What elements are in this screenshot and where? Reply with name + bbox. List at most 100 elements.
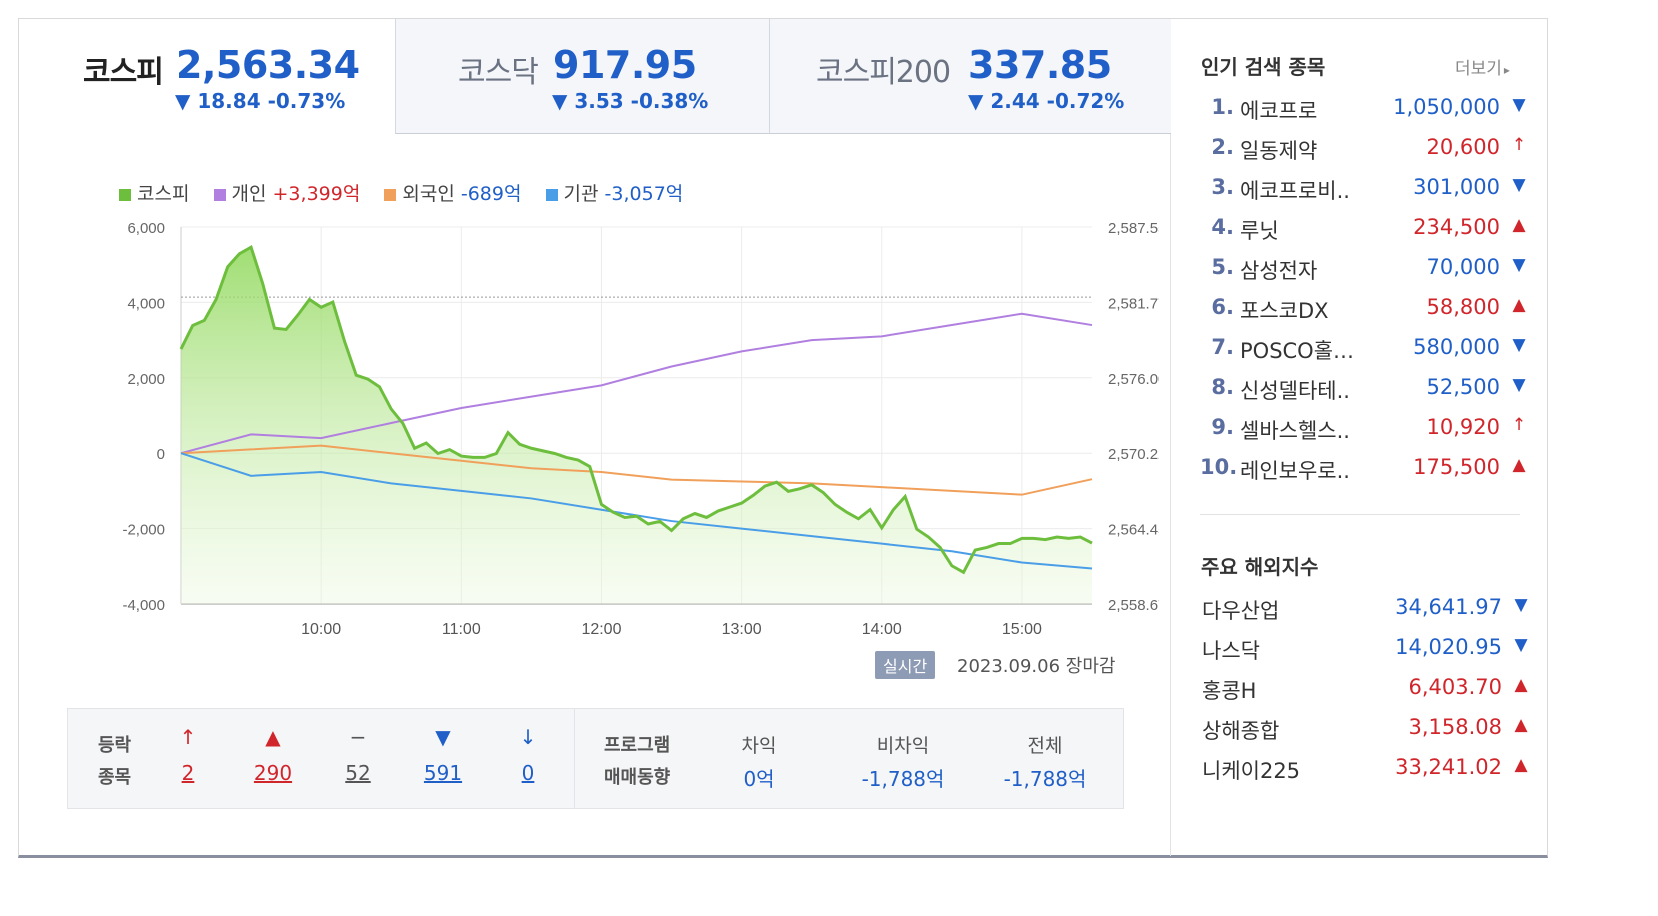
legend-foreign-swatch	[384, 188, 397, 201]
advance-decline-icon: ↑	[179, 725, 197, 749]
popular-price: 580,000	[1413, 335, 1500, 359]
overseas-title: 주요 해외지수	[1201, 555, 1319, 579]
arrow-down-icon: ▼	[1512, 375, 1526, 395]
tab-kosdaq[interactable]: 코스닥 917.95 ▼ 3.53 -0.38%	[395, 19, 769, 134]
intraday-chart: 6,000 2,587.55 4,000 2,581.77 2,000 2,576.00 0…	[122, 220, 1159, 638]
legend-individual: 개인 +3,399억	[213, 183, 360, 205]
legend-kospi-label: 코스피	[137, 183, 190, 205]
popular-item[interactable]: 1. 에코프로 1,050,000 ▼	[1200, 95, 1530, 135]
popular-item[interactable]: 3. 에코프로비.. 301,000 ▼	[1200, 175, 1530, 215]
overseas-item[interactable]: 니케이225 33,241.02 ▲	[1202, 755, 1532, 795]
popular-rank: 4.	[1211, 215, 1234, 239]
legend-institution-value: -3,057억	[604, 183, 684, 205]
x-tick-label: 15:00	[1002, 621, 1042, 638]
foreign-line	[180, 444, 1093, 496]
tab-kospi[interactable]: 코스피 2,563.34 ▼ 18.84 -0.73%	[19, 19, 395, 134]
popular-name: 셀바스헬스..	[1240, 419, 1350, 443]
y-left-tick-label: -4,000	[122, 597, 165, 614]
stats-divider	[574, 709, 575, 808]
advance-decline-count[interactable]: 290	[253, 761, 293, 785]
side-panel: 인기 검색 종목 더보기 ▸ 1. 에코프로 1,050,000 ▼ 2. 일동제약 20,6…	[1172, 19, 1548, 856]
y-left-tick-label: 6,000	[127, 220, 165, 237]
advance-decline-icon: ↓	[519, 725, 537, 749]
y-left-tick-label: -2,000	[122, 522, 165, 539]
overseas-name: 다우산업	[1202, 599, 1280, 623]
x-tick-label: 14:00	[862, 621, 902, 638]
popular-item[interactable]: 5. 삼성전자 70,000 ▼	[1200, 255, 1530, 295]
program-value: -1,788억	[861, 767, 945, 791]
popular-item[interactable]: 8. 신성델타테.. 52,500 ▼	[1200, 375, 1530, 415]
advance-decline-icon: ▲	[265, 725, 281, 749]
popular-rank: 3.	[1211, 175, 1234, 199]
advance-decline-label-2: 종목	[98, 767, 132, 788]
chart-date: 2023.09.06 장마감	[957, 656, 1116, 677]
tab-kospi-value: 2,563.34	[176, 43, 360, 87]
popular-rank: 2.	[1211, 135, 1234, 159]
overseas-item[interactable]: 상해종합 3,158.08 ▲	[1202, 715, 1532, 755]
overseas-value: 33,241.02	[1395, 755, 1502, 779]
arrow-up-icon: ▲	[1512, 215, 1526, 235]
legend-institution-label: 기관	[563, 183, 599, 205]
overseas-item[interactable]: 다우산업 34,641.97 ▼	[1202, 595, 1532, 635]
x-tick-label: 13:00	[722, 621, 762, 638]
popular-price: 10,920	[1426, 415, 1500, 439]
x-tick-label: 12:00	[581, 621, 621, 638]
overseas-name: 홍콩H	[1202, 679, 1257, 703]
popular-item[interactable]: 6. 포스코DX 58,800 ▲	[1200, 295, 1530, 335]
program-label-2: 매매동향	[604, 767, 671, 788]
legend-kospi-swatch	[119, 188, 131, 201]
overseas-name: 상해종합	[1202, 719, 1280, 743]
arrow-up-icon: ↑	[1511, 415, 1527, 435]
popular-item[interactable]: 2. 일동제약 20,600 ↑	[1200, 135, 1530, 175]
popular-item[interactable]: 7. POSCO홀… 580,000 ▼	[1200, 335, 1530, 375]
popular-price: 52,500	[1426, 375, 1500, 399]
overseas-item[interactable]: 나스닥 14,020.95 ▼	[1202, 635, 1532, 675]
program-value: -1,788억	[1003, 767, 1087, 791]
overseas-item[interactable]: 홍콩H 6,403.70 ▲	[1202, 675, 1532, 715]
tab-kospi200[interactable]: 코스피200 337.85 ▼ 2.44 -0.72%	[769, 19, 1171, 134]
x-tick-label: 10:00	[301, 621, 341, 638]
advance-decline-count[interactable]: 0	[521, 761, 535, 785]
overseas-value: 14,020.95	[1395, 635, 1502, 659]
popular-rank: 6.	[1211, 295, 1234, 319]
popular-name: 루닛	[1240, 219, 1279, 243]
popular-price: 20,600	[1426, 135, 1500, 159]
popular-item[interactable]: 4. 루닛 234,500 ▲	[1200, 215, 1530, 255]
popular-price: 175,500	[1413, 455, 1500, 479]
popular-title: 인기 검색 종목	[1201, 55, 1326, 79]
popular-name: 신성델타테..	[1240, 379, 1350, 403]
advance-decline-count[interactable]: 591	[423, 761, 463, 785]
arrow-down-icon: ▼	[1512, 335, 1526, 355]
popular-item[interactable]: 10. 레인보우로.. 175,500 ▲	[1200, 455, 1530, 495]
legend-institution-swatch	[545, 188, 558, 201]
index-tabs: 코스피 2,563.34 ▼ 18.84 -0.73% 코스닥 917.95 ▼…	[19, 19, 1171, 134]
popular-more-link[interactable]: 더보기 ▸	[1455, 54, 1510, 79]
arrow-up-icon: ▲	[1514, 715, 1528, 735]
advance-decline-count[interactable]: 2	[181, 761, 195, 785]
legend-foreign-label: 외국인	[402, 183, 455, 205]
popular-rank: 9.	[1211, 415, 1234, 439]
market-widget: 코스피 2,563.34 ▼ 18.84 -0.73% 코스닥 917.95 ▼…	[18, 18, 1548, 858]
program-header: 비차익	[876, 735, 930, 757]
y-left-tick-label: 2,000	[127, 371, 165, 388]
program-value: 0억	[743, 767, 775, 791]
popular-name: 레인보우로..	[1240, 459, 1350, 483]
legend-foreign-value: -689억	[460, 183, 522, 205]
advance-decline-count[interactable]: 52	[345, 761, 371, 785]
popular-rank: 5.	[1211, 255, 1234, 279]
tab-kospi200-change: ▼ 2.44 -0.72%	[968, 89, 1125, 113]
popular-item[interactable]: 9. 셀바스헬스.. 10,920 ↑	[1200, 415, 1530, 455]
arrow-down-icon: ▼	[1512, 175, 1526, 195]
popular-price: 234,500	[1413, 215, 1500, 239]
arrow-down-icon: ▼	[1512, 95, 1526, 115]
popular-price: 70,000	[1426, 255, 1500, 279]
legend-individual-label: 개인	[231, 183, 267, 205]
side-divider	[1200, 514, 1520, 515]
y-right-tick-label: 2,576.00	[1108, 371, 1159, 388]
overseas-value: 3,158.08	[1408, 715, 1502, 739]
tab-kospi200-name: 코스피200	[816, 55, 951, 90]
program-header: 전체	[1027, 735, 1063, 757]
x-tick-label: 11:00	[442, 621, 481, 638]
y-left-tick-label: 4,000	[127, 295, 165, 312]
popular-price: 1,050,000	[1393, 95, 1500, 119]
